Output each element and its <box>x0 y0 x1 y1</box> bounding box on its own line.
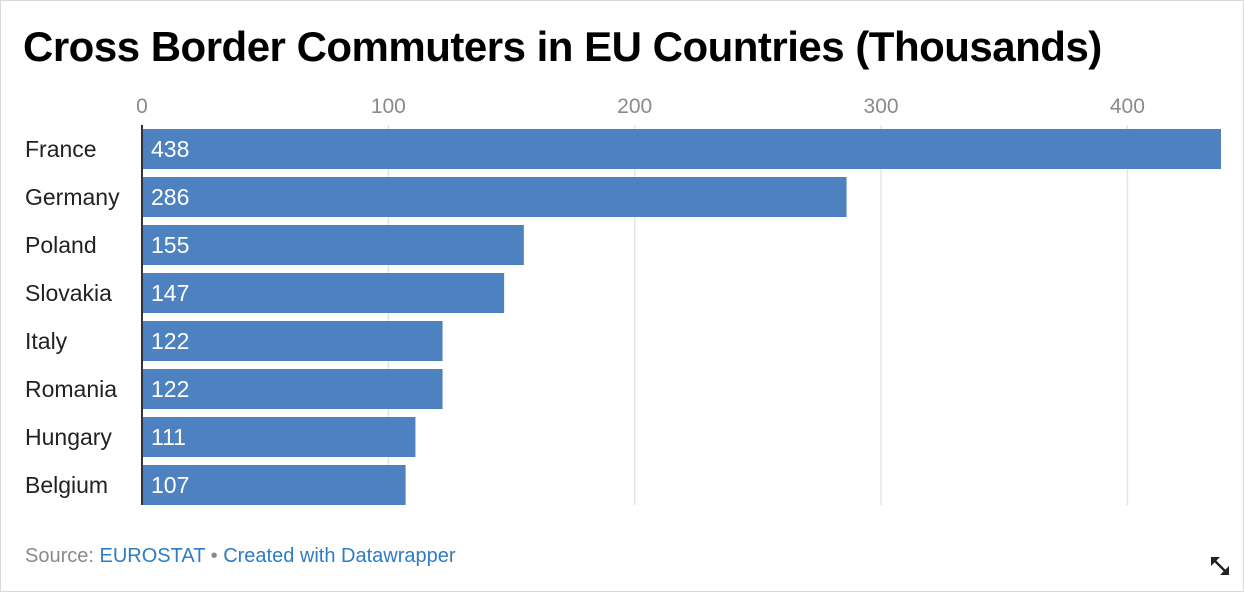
bar-belgium <box>142 465 406 505</box>
value-label-poland: 155 <box>151 232 189 258</box>
bar-hungary <box>142 417 416 457</box>
category-label-germany: Germany <box>25 184 120 210</box>
value-label-slovakia: 147 <box>151 280 189 306</box>
expand-arrows-icon[interactable] <box>1209 555 1231 577</box>
value-label-romania: 122 <box>151 376 189 402</box>
x-tick-label-400: 400 <box>1110 95 1145 118</box>
bar-italy <box>142 321 443 361</box>
category-label-romania: Romania <box>25 376 117 402</box>
category-label-belgium: Belgium <box>25 472 108 498</box>
category-label-hungary: Hungary <box>25 424 112 450</box>
datawrapper-credit-link[interactable]: Created with Datawrapper <box>223 545 456 567</box>
x-tick-label-0: 0 <box>136 95 148 118</box>
bar-germany <box>142 177 847 217</box>
x-tick-label-100: 100 <box>371 95 406 118</box>
category-label-italy: Italy <box>25 328 68 354</box>
footer-separator: • <box>205 545 224 567</box>
source-prefix: Source: <box>25 545 100 567</box>
bar-slovakia <box>142 273 505 313</box>
category-label-france: France <box>25 136 97 162</box>
category-label-poland: Poland <box>25 232 97 258</box>
value-label-france: 438 <box>151 136 189 162</box>
chart-footer: Source: EUROSTAT • Created with Datawrap… <box>25 545 456 568</box>
value-label-hungary: 111 <box>151 424 186 450</box>
value-label-belgium: 107 <box>151 472 189 498</box>
source-link[interactable]: EUROSTAT <box>99 545 206 567</box>
x-tick-label-300: 300 <box>864 95 899 118</box>
bar-poland <box>142 225 524 265</box>
x-tick-label-200: 200 <box>617 95 652 118</box>
chart-title: Cross Border Commuters in EU Countries (… <box>23 23 1102 70</box>
bar-romania <box>142 369 443 409</box>
value-label-germany: 286 <box>151 184 189 210</box>
category-label-slovakia: Slovakia <box>25 280 112 306</box>
bar-france <box>142 129 1221 169</box>
value-label-italy: 122 <box>151 328 189 354</box>
